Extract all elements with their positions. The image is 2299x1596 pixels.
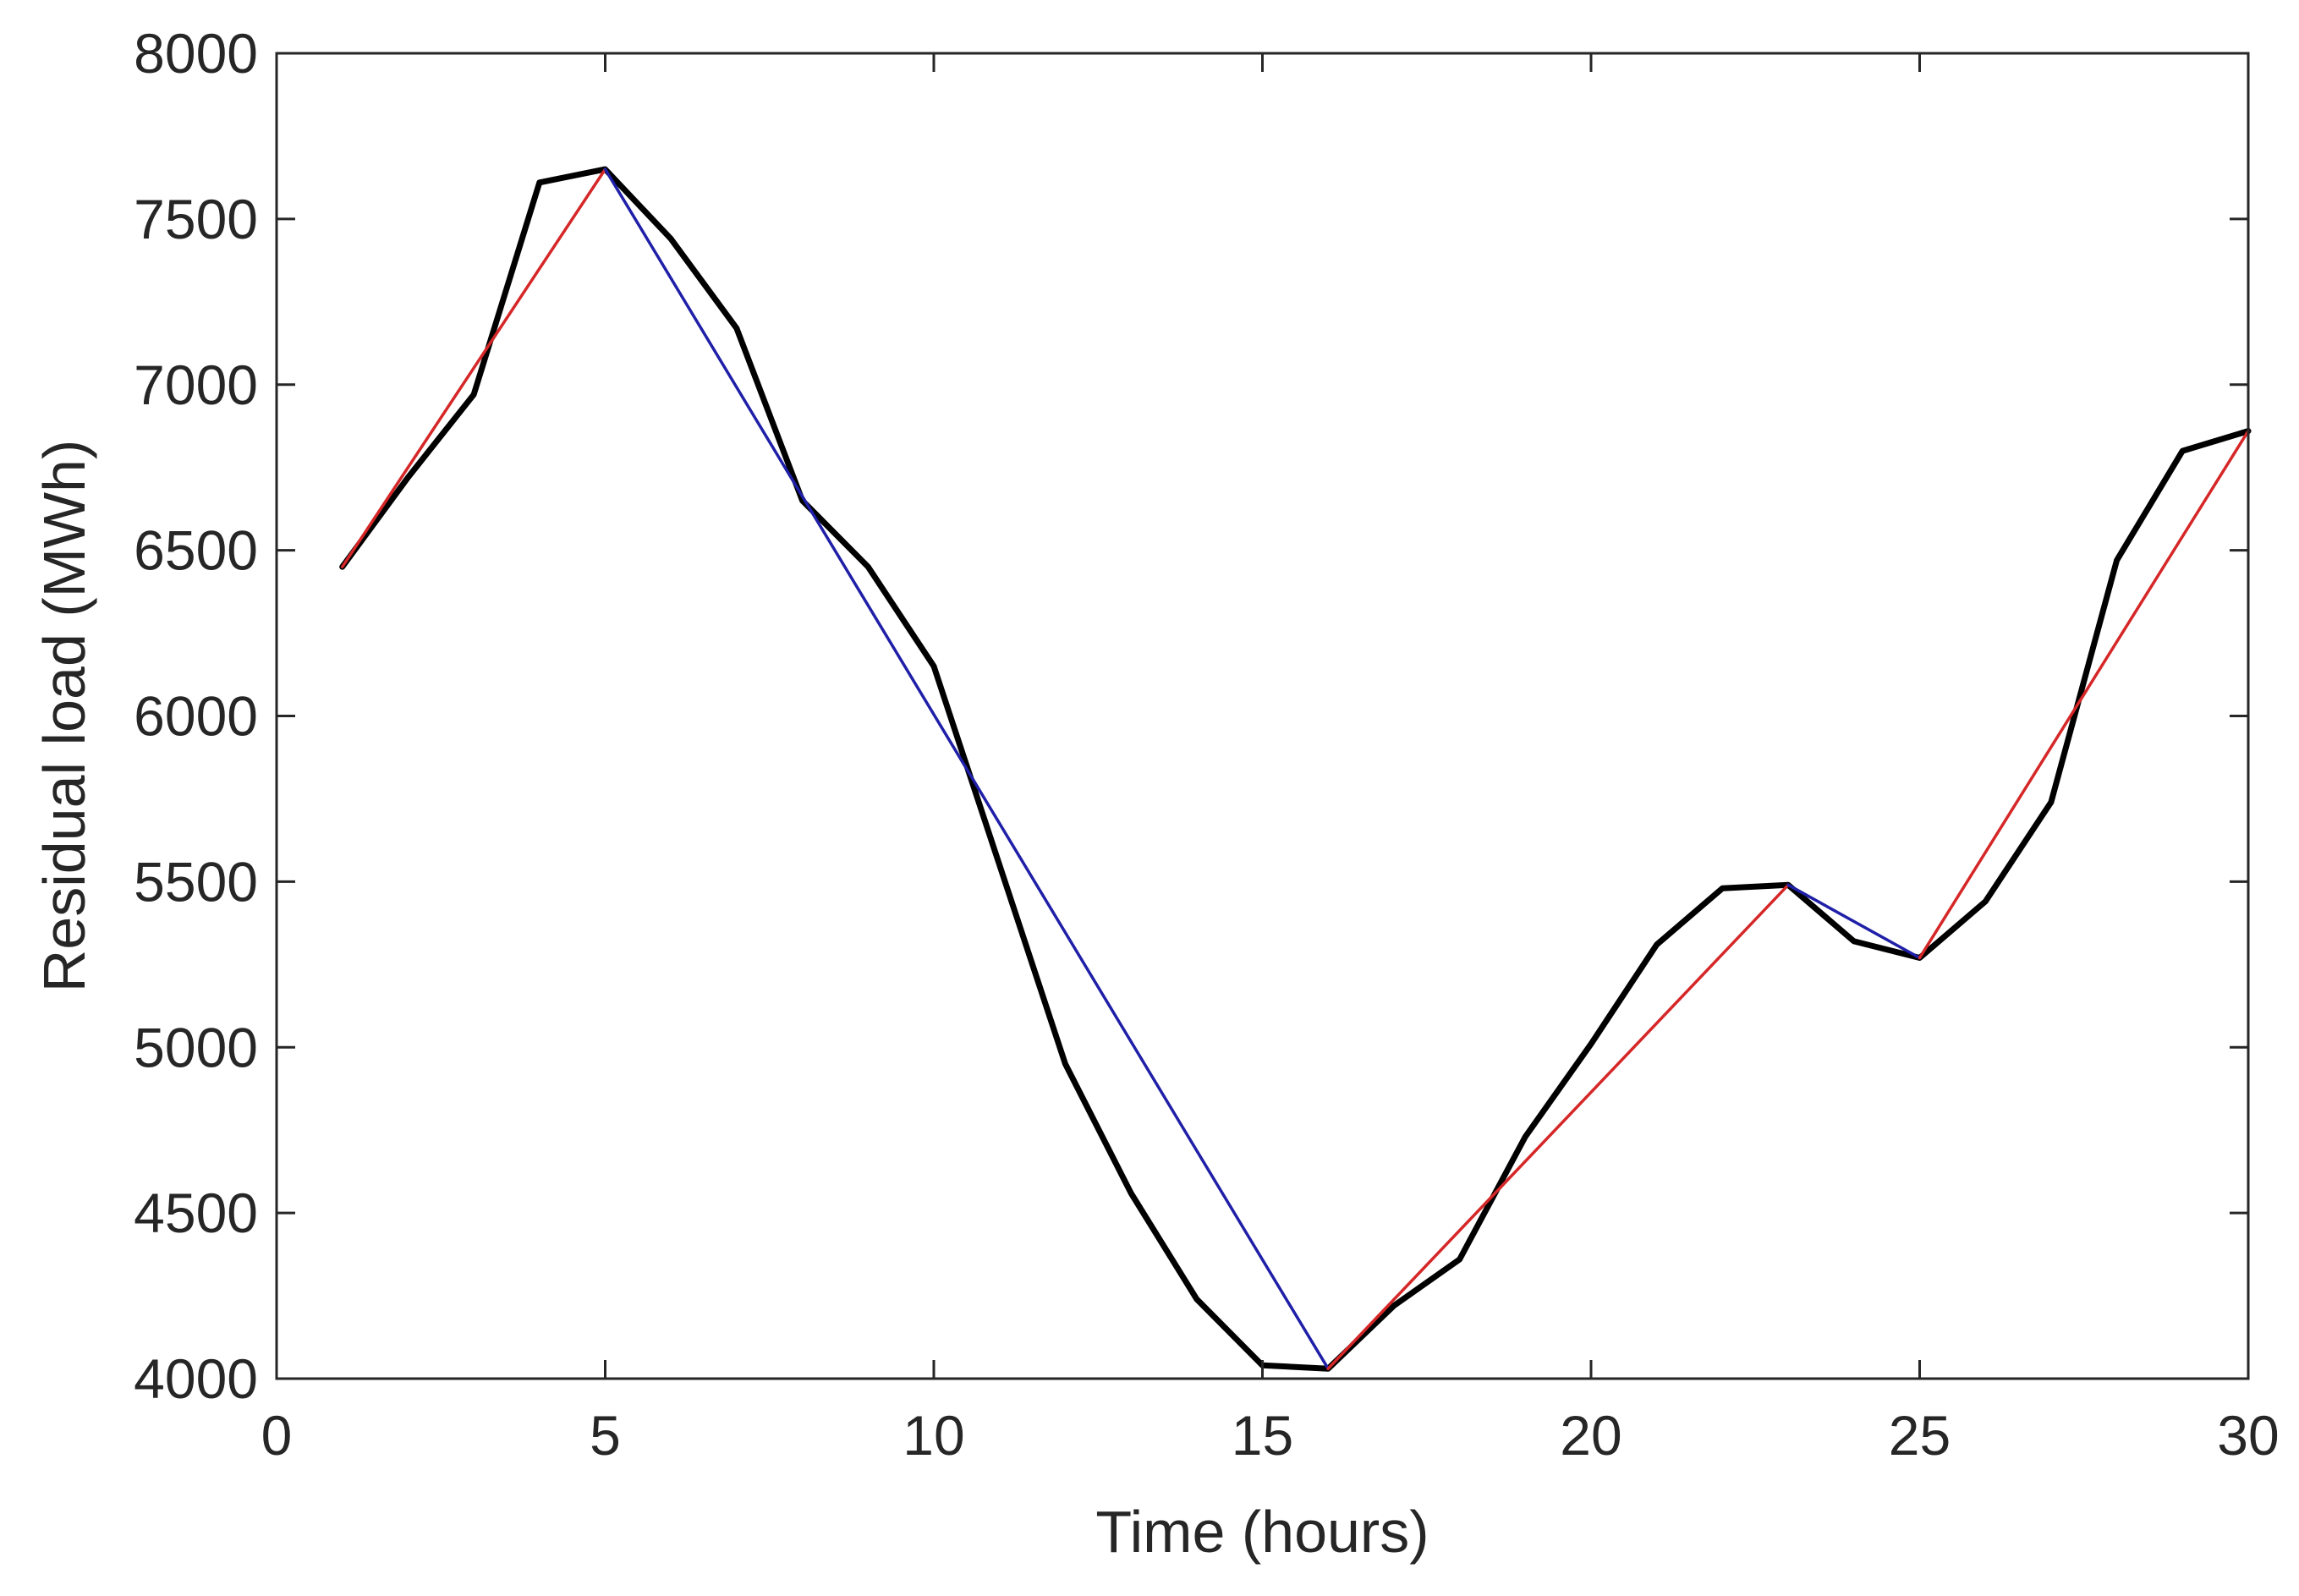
x-axis-ticks: 0 5 10 15 20 25 30 xyxy=(261,53,2280,1467)
y-tick-label: 5000 xyxy=(134,1016,258,1078)
segment-falling-2 xyxy=(603,167,1330,1370)
plot-lines xyxy=(339,166,2252,1372)
y-tick-label: 4500 xyxy=(134,1182,258,1244)
segment-rising-3 xyxy=(1326,883,1790,1370)
segment-rising-5 xyxy=(1918,429,2250,960)
x-tick-label: 10 xyxy=(903,1404,964,1467)
y-tick-label: 7500 xyxy=(134,188,258,250)
series-residual-load-line xyxy=(339,166,2252,1372)
x-tick-label: 5 xyxy=(590,1404,621,1467)
y-axis-ticks: 4000 4500 5000 5500 6000 6500 7000 7500 8000 xyxy=(134,22,2248,1410)
segment-falling-4 xyxy=(1786,883,1922,960)
y-tick-label: 8000 xyxy=(134,22,258,85)
x-tick-label: 0 xyxy=(261,1404,293,1467)
x-axis-title: Time (hours) xyxy=(1095,1499,1429,1565)
y-tick-label: 6000 xyxy=(134,685,258,748)
y-tick-label: 4000 xyxy=(134,1347,258,1410)
y-axis-title: Residual load (MWh) xyxy=(31,440,97,993)
x-tick-label: 20 xyxy=(1560,1404,1621,1467)
y-tick-label: 7000 xyxy=(134,354,258,416)
segment-rising-1 xyxy=(340,167,607,568)
y-tick-label: 6500 xyxy=(134,519,258,582)
x-tick-label: 30 xyxy=(2217,1404,2279,1467)
x-tick-label: 25 xyxy=(1889,1404,1951,1467)
x-tick-label: 15 xyxy=(1232,1404,1293,1467)
y-tick-label: 5500 xyxy=(134,850,258,913)
plot-frame xyxy=(275,52,2250,1380)
